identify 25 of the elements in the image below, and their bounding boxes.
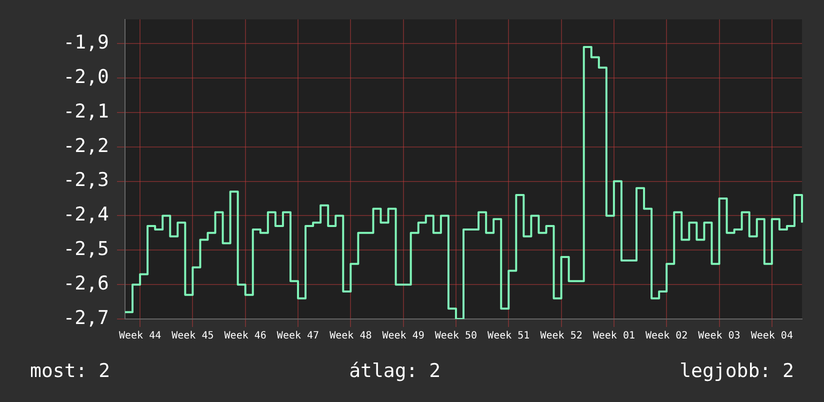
x-tick-label: Week 44 bbox=[118, 330, 162, 342]
text: most: 2 bbox=[30, 360, 110, 382]
x-tick-label: Week 49 bbox=[382, 330, 424, 342]
x-tick-label: Week 01 bbox=[592, 330, 636, 342]
y-tick-label: -2,5 bbox=[63, 238, 109, 260]
y-tick-label: -2,7 bbox=[63, 306, 109, 329]
y-tick-label: -2,3 bbox=[63, 169, 109, 192]
x-tick-label: Week 45 bbox=[172, 330, 214, 342]
x-tick-label: Week 02 bbox=[646, 330, 688, 342]
x-tick-label: Week 04 bbox=[750, 330, 793, 342]
x-tick-label: Week 51 bbox=[488, 330, 530, 342]
y-tick-label: -2,2 bbox=[63, 134, 109, 157]
y-tick-label: -2,6 bbox=[63, 272, 109, 294]
x-tick-label: Week 52 bbox=[540, 330, 582, 342]
text: átlag: 2 bbox=[349, 360, 441, 382]
x-tick-label: Week 48 bbox=[330, 330, 372, 342]
y-tick-label: -2,1 bbox=[63, 100, 109, 122]
text: legjobb: 2 bbox=[680, 360, 794, 382]
x-tick-label: Week 47 bbox=[276, 330, 320, 342]
y-tick-label: -2,4 bbox=[63, 204, 109, 226]
y-tick-label: -1,9 bbox=[63, 31, 109, 54]
x-tick-label: Week 46 bbox=[224, 330, 266, 342]
y-tick-label: -2,0 bbox=[63, 66, 109, 88]
x-tick-label: Week 03 bbox=[698, 330, 740, 342]
x-tick-label: Week 50 bbox=[434, 330, 478, 342]
